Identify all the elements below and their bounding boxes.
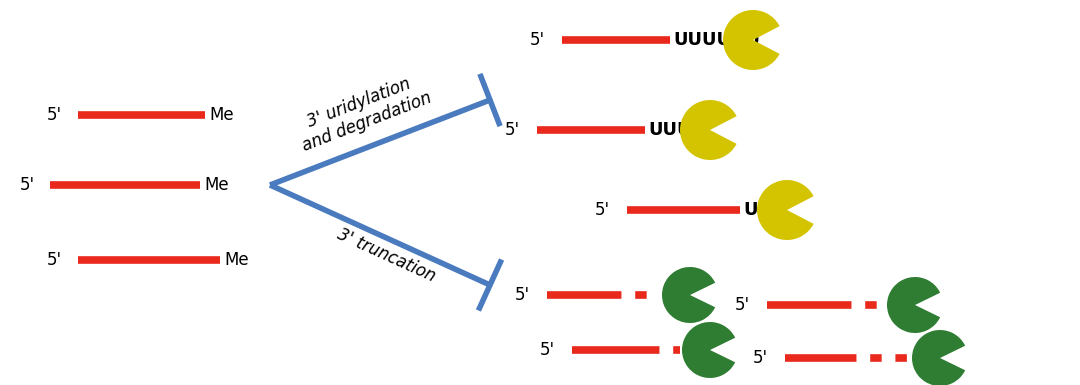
Text: 5': 5' bbox=[540, 341, 555, 359]
Text: Me: Me bbox=[224, 251, 248, 269]
Text: Me: Me bbox=[204, 176, 229, 194]
Text: 5': 5' bbox=[46, 106, 62, 124]
Wedge shape bbox=[887, 277, 941, 333]
Text: 5': 5' bbox=[753, 349, 768, 367]
Text: 3' truncation: 3' truncation bbox=[335, 225, 438, 285]
Text: UUUU: UUUU bbox=[648, 121, 706, 139]
Text: 5': 5' bbox=[504, 121, 519, 139]
Wedge shape bbox=[912, 330, 966, 385]
Text: 5': 5' bbox=[515, 286, 530, 304]
Text: 5': 5' bbox=[734, 296, 750, 314]
Wedge shape bbox=[757, 180, 813, 240]
Text: UUUUUU: UUUUUU bbox=[673, 31, 760, 49]
Text: Me: Me bbox=[210, 106, 233, 124]
Wedge shape bbox=[680, 100, 737, 160]
Wedge shape bbox=[723, 10, 780, 70]
Wedge shape bbox=[681, 322, 735, 378]
Text: 3' uridylation
and degradation: 3' uridylation and degradation bbox=[292, 70, 434, 155]
Text: 5': 5' bbox=[530, 31, 545, 49]
Text: 5': 5' bbox=[595, 201, 610, 219]
Text: 5': 5' bbox=[46, 251, 62, 269]
Text: 5': 5' bbox=[19, 176, 35, 194]
Text: UU: UU bbox=[743, 201, 772, 219]
Wedge shape bbox=[662, 267, 715, 323]
